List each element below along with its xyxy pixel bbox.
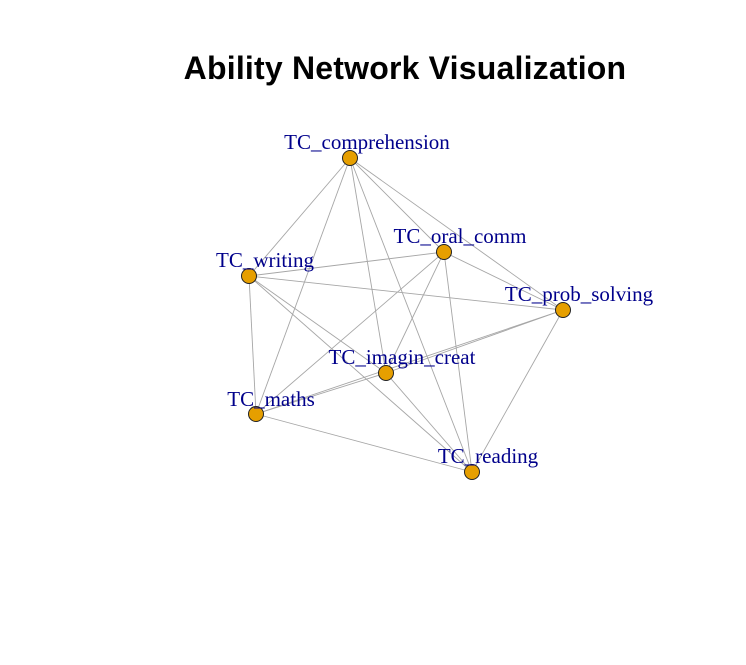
edge-tc-oral-comm-tc-imagin-creat [385, 251, 445, 374]
node-tc-prob-solving [555, 302, 571, 318]
edge-tc-oral-comm-tc-reading [443, 251, 473, 473]
edge-tc-comprehension-tc-maths [255, 157, 351, 415]
label-layer: TC_comprehension TC_oral_comm TC_writing TC… [216, 130, 654, 468]
node-label-tc-prob-solving: TC_prob_solving [505, 282, 654, 306]
edge-layer [248, 157, 564, 473]
edge-tc-writing-tc-imagin-creat [248, 275, 387, 374]
node-label-tc-oral-comm: TC_oral_comm [394, 224, 527, 248]
node-label-tc-reading: TC_reading [438, 444, 539, 468]
edge-tc-comprehension-tc-prob-solving [349, 157, 564, 311]
plot-title: Ability Network Visualization [183, 50, 627, 86]
node-label-tc-comprehension: TC_comprehension [284, 130, 450, 154]
node-tc-reading [464, 464, 480, 480]
node-label-tc-writing: TC_writing [216, 248, 314, 272]
node-label-tc-maths: TC_maths [227, 387, 315, 411]
edge-tc-imagin-creat-tc-maths [255, 372, 387, 415]
node-tc-oral-comm [436, 244, 452, 260]
edge-tc-writing-tc-maths [248, 275, 257, 415]
edge-tc-imagin-creat-tc-reading [385, 372, 473, 473]
edge-tc-comprehension-tc-writing [248, 157, 351, 277]
node-label-tc-imagin-creat: TC_imagin_creat [329, 345, 476, 369]
edge-tc-comprehension-tc-oral-comm [349, 157, 445, 253]
node-tc-comprehension [342, 150, 358, 166]
edge-tc-writing-tc-reading [248, 275, 473, 473]
edge-tc-writing-tc-prob-solving [248, 275, 564, 311]
edge-tc-oral-comm-tc-maths [255, 251, 445, 415]
edge-tc-comprehension-tc-imagin-creat [349, 157, 387, 374]
edge-tc-prob-solving-tc-maths [255, 309, 564, 415]
node-tc-writing [241, 268, 257, 284]
edge-tc-prob-solving-tc-reading [471, 309, 564, 473]
edge-tc-prob-solving-tc-imagin-creat [385, 309, 564, 374]
edge-tc-oral-comm-tc-prob-solving [443, 251, 564, 311]
node-tc-maths [248, 406, 264, 422]
node-tc-imagin-creat [378, 365, 394, 381]
edge-tc-comprehension-tc-reading [349, 157, 473, 473]
edge-tc-oral-comm-tc-writing [248, 251, 445, 277]
node-layer [241, 150, 571, 480]
edge-tc-maths-tc-reading [255, 413, 473, 473]
